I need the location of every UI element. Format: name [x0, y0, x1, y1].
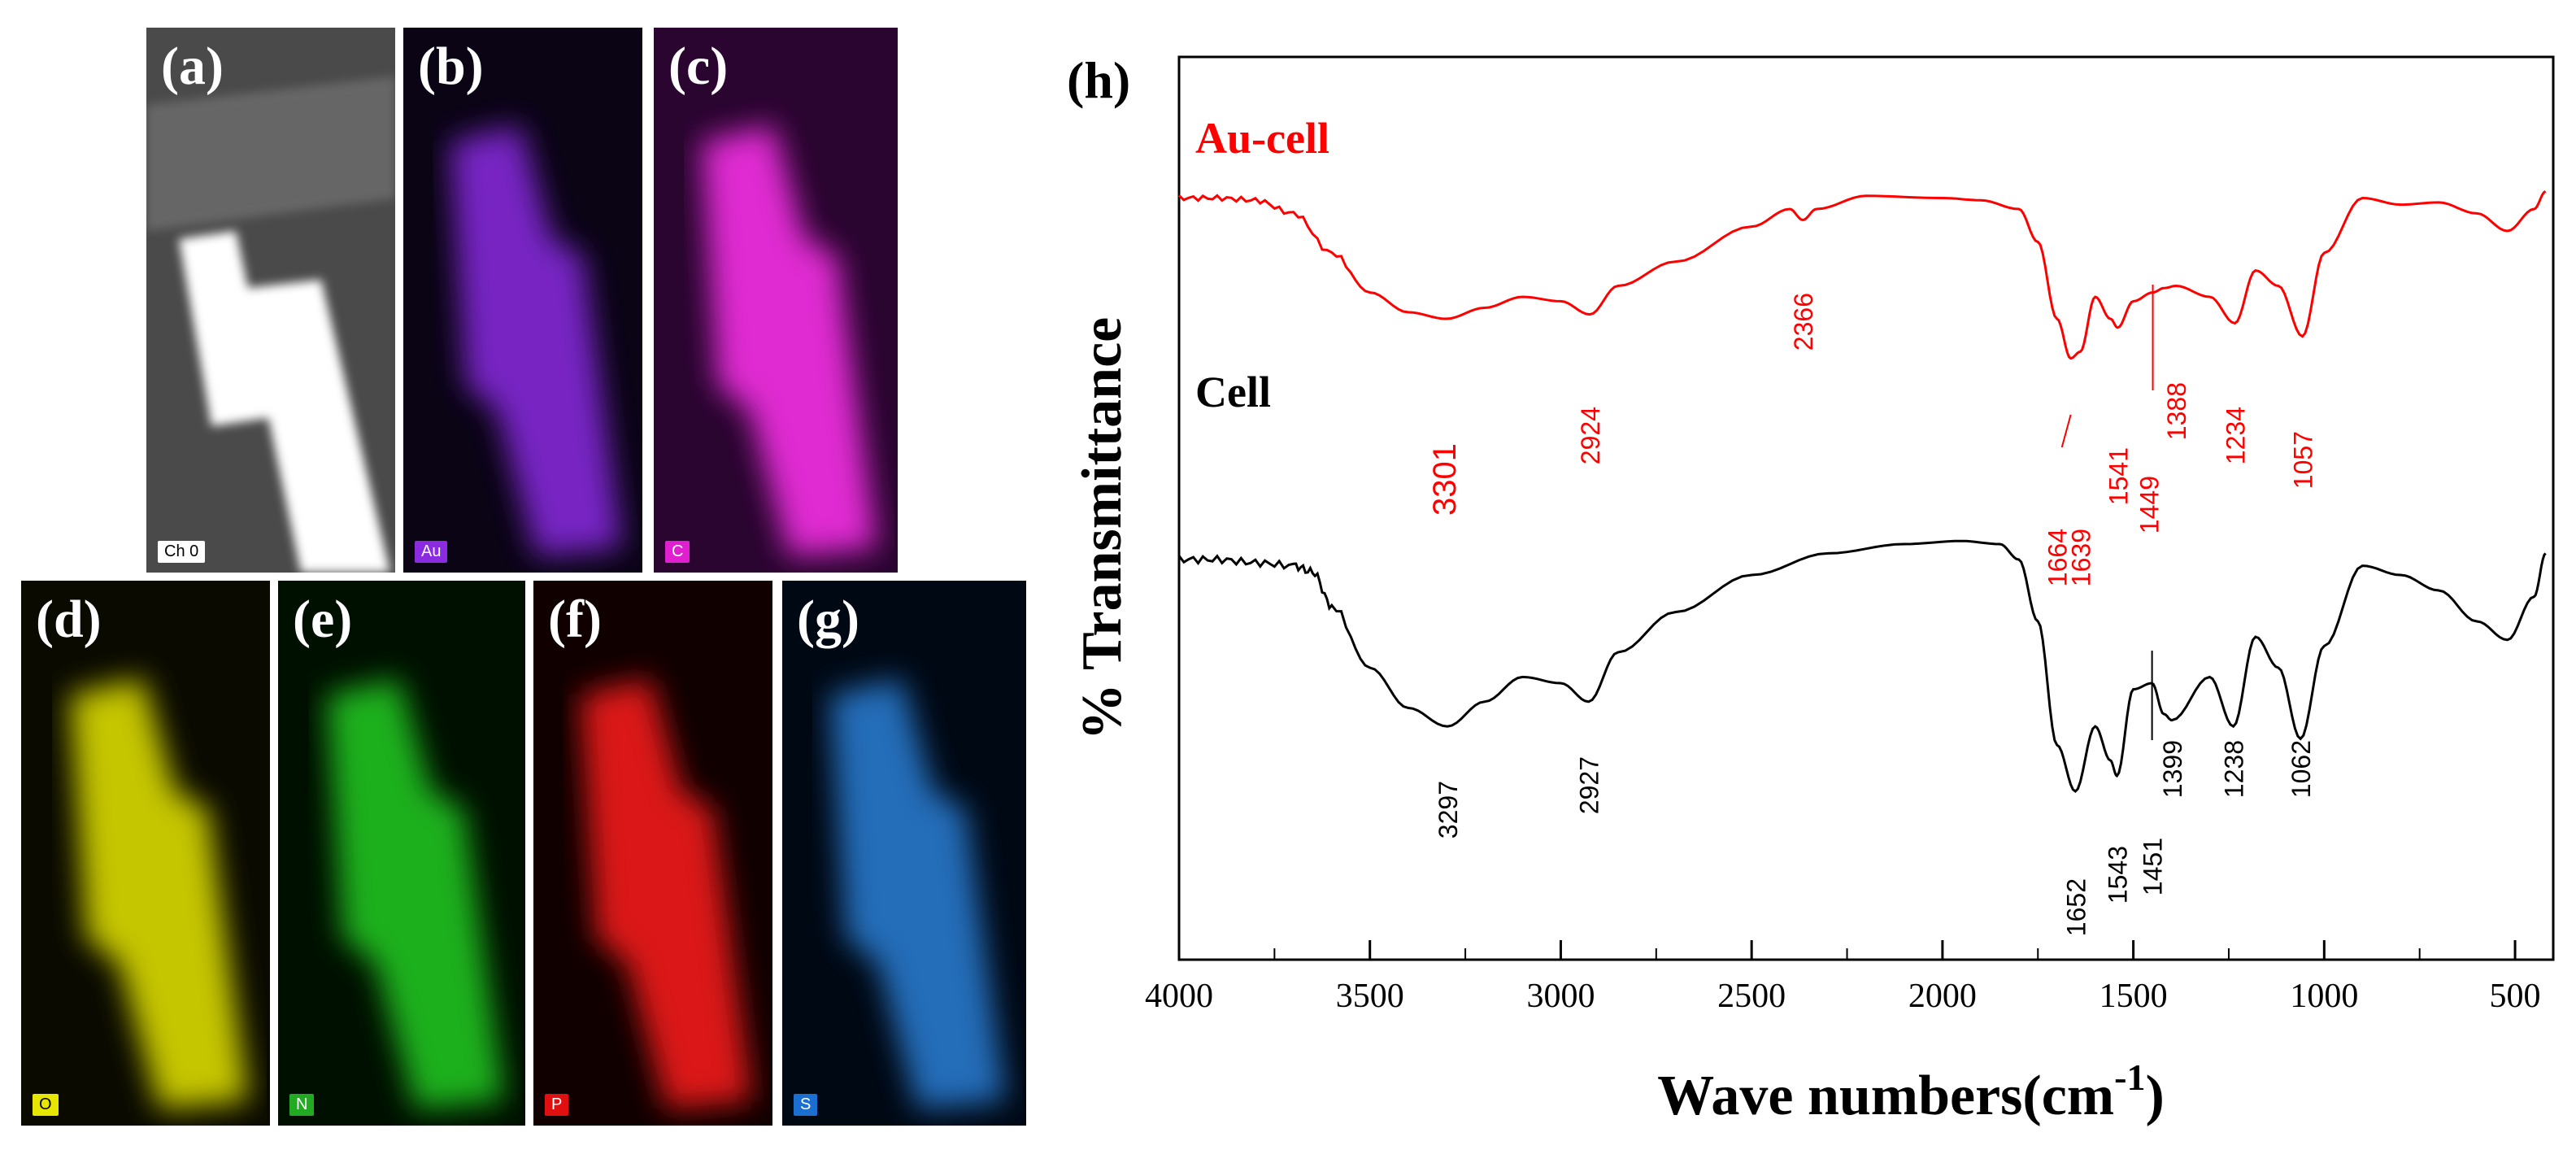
map-panel-c: (c) C [654, 28, 898, 573]
series-line-cell [1177, 539, 2547, 793]
map-panel-f: (f) P [533, 581, 772, 1126]
element-map-d [70, 678, 249, 1109]
x-tick-label-4000: 4000 [1145, 978, 1213, 1015]
map-panel-g: (g) S [782, 581, 1026, 1126]
panel-label-a: (a) [161, 37, 224, 96]
specimen-signal [580, 678, 753, 1109]
peak-label-black-1399: 1399 [2158, 740, 2187, 798]
x-tick-label-3500: 3500 [1336, 978, 1404, 1015]
specimen-signal [326, 678, 505, 1109]
peak-label-red-2924: 2924 [1576, 407, 1605, 464]
background-membrane [146, 76, 395, 231]
channel-tag-d: O [33, 1094, 59, 1116]
peak-label-black-1238: 1238 [2220, 740, 2249, 798]
peak-label-black-3297: 3297 [1434, 781, 1463, 838]
plot-frame [1177, 55, 2555, 961]
panel-label-b: (b) [418, 37, 484, 96]
series-label-au-cell: Au-cell [1195, 114, 1329, 163]
specimen-signal [179, 231, 390, 573]
element-map-a [146, 76, 395, 573]
channel-tag-f: P [545, 1094, 569, 1116]
x-tick-label-2000: 2000 [1908, 978, 1977, 1015]
panel-label-f: (f) [548, 590, 602, 649]
panel-label-h: (h) [1067, 51, 1130, 109]
panel-label-e: (e) [293, 590, 353, 649]
peak-label-black-1543: 1543 [2103, 846, 2132, 904]
element-map-b [450, 125, 623, 556]
channel-tag-a: Ch 0 [158, 541, 206, 563]
panel-label-c: (c) [668, 37, 729, 96]
specimen-signal [701, 125, 877, 556]
panel-label-d: (d) [36, 590, 102, 649]
x-axis-label: Wave numbers(cm-1) [1657, 1056, 2165, 1127]
peak-label-black-1652: 1652 [2061, 878, 2091, 936]
series-label-cell: Cell [1195, 368, 1271, 416]
specimen-signal [450, 125, 623, 556]
peak-label-red-1234: 1234 [2221, 407, 2250, 464]
channel-tag-e: N [289, 1094, 315, 1116]
specimen-signal [70, 678, 249, 1109]
map-panel-d: (d) O [21, 581, 270, 1126]
x-tick-label-500: 500 [2490, 978, 2541, 1015]
channel-tag-b: Au [415, 541, 448, 563]
peak-label-red-3301: 3301 [1427, 443, 1463, 516]
channel-tag-g: S [794, 1094, 818, 1116]
map-panel-a: (a) Ch 0 [146, 28, 395, 573]
series-line-au-cell [1177, 190, 2547, 360]
y-axis-label: % Transmittance [1071, 317, 1134, 740]
map-panel-e: (e) N [278, 581, 525, 1126]
panel-label-g: (g) [797, 590, 859, 649]
peak-label-red-1664-leader [2060, 414, 2072, 448]
element-map-f [580, 678, 753, 1109]
channel-tag-c: C [665, 541, 690, 563]
peak-label-black-1062: 1062 [2287, 740, 2316, 798]
map-panel-b: (b) Au [403, 28, 642, 573]
peak-label-red-1541: 1541 [2104, 447, 2133, 505]
peak-label-red-1057: 1057 [2289, 431, 2318, 489]
peak-label-red-1449: 1449 [2134, 476, 2164, 534]
peak-label-red-1664: 1664 [2043, 529, 2073, 586]
element-map-e [326, 678, 505, 1109]
peak-label-black-1451: 1451 [2139, 838, 2168, 895]
x-tick-label-3000: 3000 [1526, 978, 1595, 1015]
ftir-chart: (h) % Transmittance Wave numbers(cm-1) 4… [1067, 51, 2555, 1127]
element-map-c [701, 125, 877, 556]
x-tick-label-1000: 1000 [2290, 978, 2358, 1015]
peak-label-red-1639: 1639 [2066, 529, 2095, 586]
peak-label-black-2927: 2927 [1575, 756, 1604, 814]
peak-label-red-2366: 2366 [1789, 293, 1818, 351]
x-tick-label-1500: 1500 [2100, 978, 2168, 1015]
peak-label-red-1388: 1388 [2162, 382, 2191, 440]
element-map-g [829, 678, 1006, 1109]
x-tick-label-2500: 2500 [1717, 978, 1786, 1015]
specimen-signal [829, 678, 1006, 1109]
